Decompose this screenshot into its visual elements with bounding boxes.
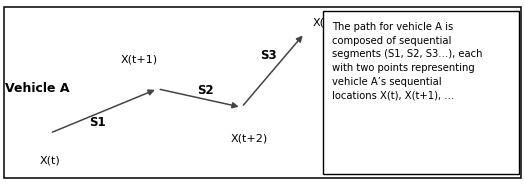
Bar <box>323 11 519 174</box>
Text: Vehicle A: Vehicle A <box>5 82 70 95</box>
Text: X(t+1): X(t+1) <box>121 55 158 65</box>
Text: X(t): X(t) <box>39 155 60 165</box>
Text: X(t+3): X(t+3) <box>312 17 350 27</box>
Text: X(t+2): X(t+2) <box>231 133 268 143</box>
Text: S3: S3 <box>260 49 277 62</box>
Text: The path for vehicle A is
composed of sequential
segments (S1, S2, S3…), each
wi: The path for vehicle A is composed of se… <box>332 22 483 100</box>
Text: S1: S1 <box>89 116 106 129</box>
Text: S2: S2 <box>197 84 214 97</box>
